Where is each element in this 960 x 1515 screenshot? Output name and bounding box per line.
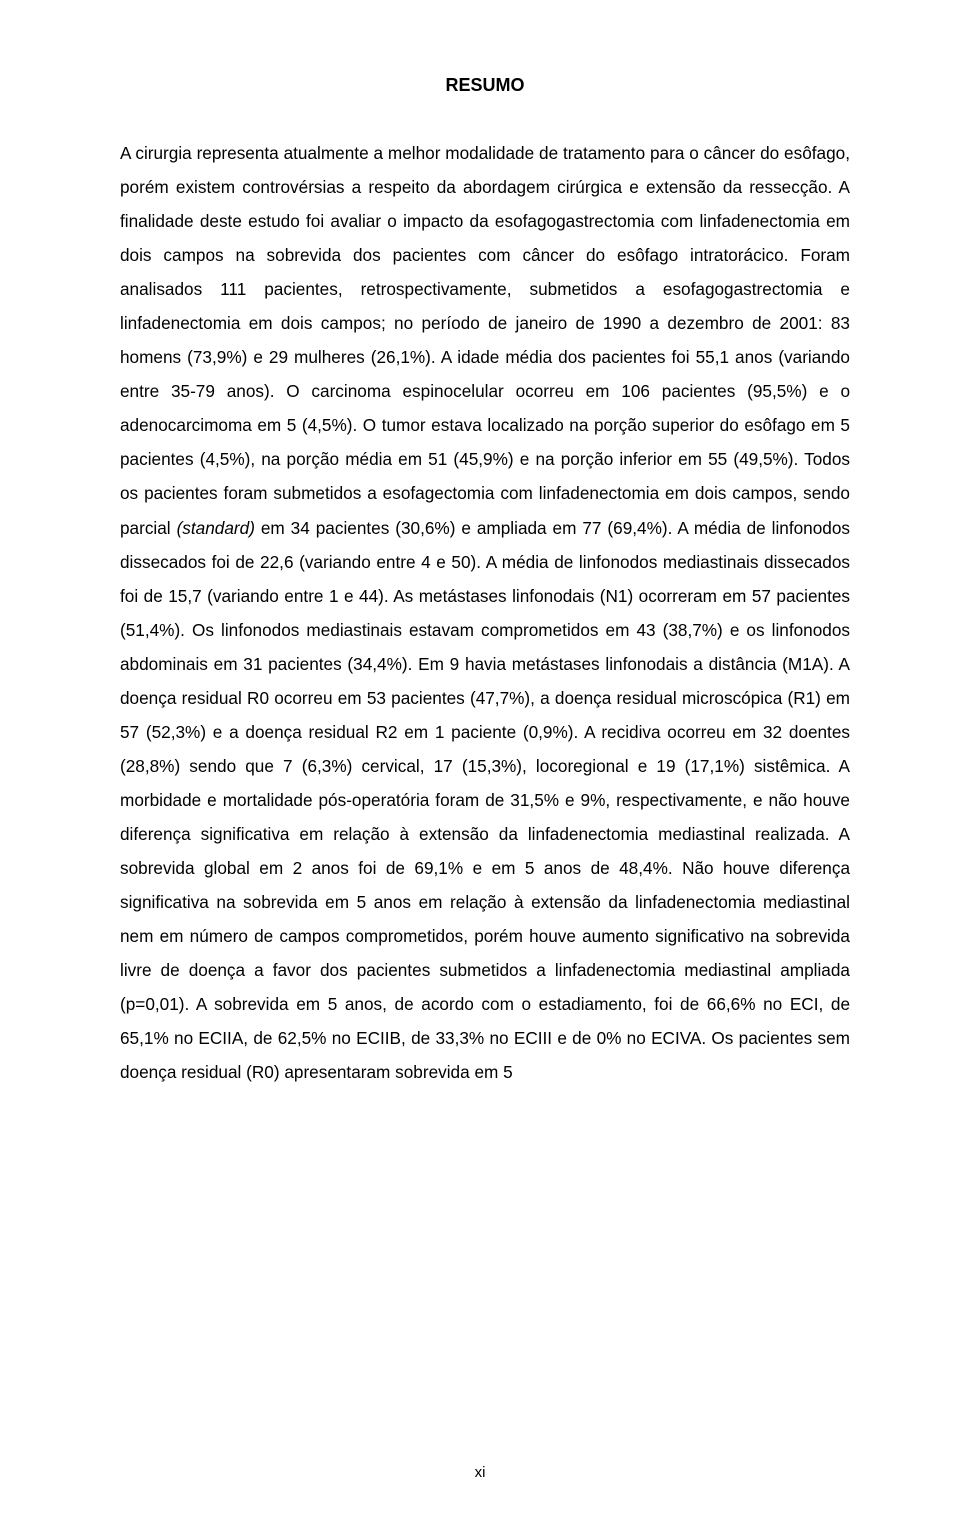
body-part-1: A cirurgia representa atualmente a melho… [120, 143, 850, 538]
abstract-title: RESUMO [120, 75, 850, 96]
abstract-body: A cirurgia representa atualmente a melho… [120, 136, 850, 1089]
body-part-2: em 34 pacientes (30,6%) e ampliada em 77… [120, 518, 850, 1083]
italic-term-standard: (standard) [177, 518, 255, 538]
page-number: xi [0, 1464, 960, 1481]
